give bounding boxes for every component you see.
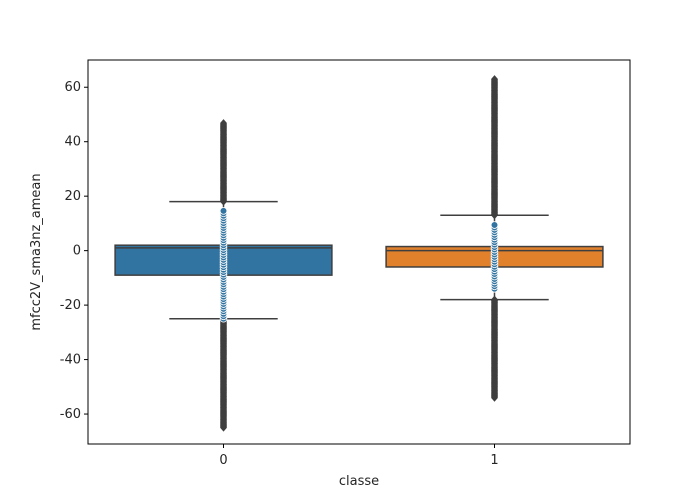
plot-frame [87, 59, 631, 445]
box-group-0 [114, 119, 333, 432]
box-group-1 [385, 75, 604, 402]
y-tick-label: -60 [60, 407, 81, 422]
y-tick-label: 0 [73, 244, 81, 259]
strip-point [490, 221, 499, 229]
outlier-marker [491, 75, 498, 84]
y-axis: -60 -40 -20 0 20 40 60 [60, 80, 88, 422]
y-tick-label: 60 [64, 80, 81, 95]
y-tick-label: -20 [60, 298, 81, 313]
y-axis-label: mfcc2V_sma3nz_amean [29, 173, 44, 330]
x-axis-label: classe [339, 474, 379, 489]
outlier-marker [491, 295, 498, 304]
y-tick-label: -40 [60, 353, 81, 368]
outlier-marker [220, 119, 227, 128]
y-tick-label: 20 [64, 189, 81, 204]
strip-point [219, 207, 228, 215]
x-tick-label: 0 [219, 453, 227, 468]
x-tick-label: 1 [490, 453, 498, 468]
y-tick-label: 40 [64, 135, 81, 150]
plot-area [114, 75, 604, 432]
